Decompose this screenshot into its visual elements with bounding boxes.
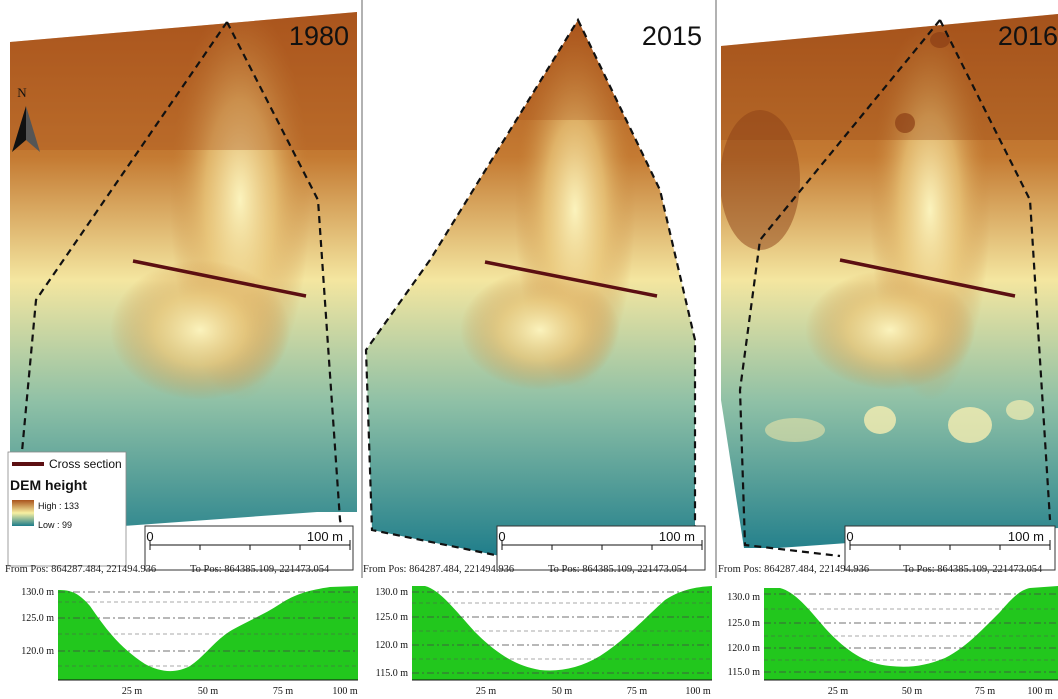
year-label-1980: 1980 bbox=[289, 21, 349, 51]
scale-bar-2015: 0 100 m bbox=[496, 525, 706, 571]
boundary-dashed bbox=[10, 21, 228, 561]
x-tick: 50 m bbox=[198, 686, 219, 697]
legend-color-ramp bbox=[12, 500, 34, 526]
scale-end: 100 m bbox=[307, 529, 343, 544]
x-tick: 50 m bbox=[552, 686, 573, 697]
x-tick: 100 m bbox=[685, 686, 711, 697]
from-position-2016: From Pos: 864287.484, 221494.936 bbox=[718, 564, 869, 575]
from-position-1980: From Pos: 864287.484, 221494.936 bbox=[5, 564, 156, 575]
x-tick: 75 m bbox=[975, 686, 996, 697]
north-label: N bbox=[17, 85, 27, 100]
legend-high: High : 133 bbox=[38, 501, 79, 511]
scale-bar-1980: 0 100 m bbox=[144, 525, 354, 571]
to-position-2016: To Pos: 864385.109, 221473.054 bbox=[903, 564, 1043, 575]
y-tick: 115.0 m bbox=[376, 668, 409, 679]
x-tick: 25 m bbox=[828, 686, 849, 697]
y-tick: 120.0 m bbox=[375, 640, 408, 651]
legend: Cross section DEM height High : 133 Low … bbox=[7, 451, 127, 567]
elevation-profile-1980: 130.0 m 125.0 m 120.0 m 25 m 50 m 75 m 1… bbox=[21, 584, 358, 697]
boundary-dashed bbox=[738, 19, 941, 558]
cross-section-line bbox=[132, 259, 307, 298]
scale-end: 100 m bbox=[659, 529, 695, 544]
x-tick: 100 m bbox=[332, 686, 358, 697]
y-tick: 125.0 m bbox=[21, 613, 54, 624]
y-tick: 130.0 m bbox=[21, 587, 54, 598]
scale-bar-2016: 0 100 m bbox=[844, 525, 1056, 571]
elevation-profile-2016: 130.0 m 125.0 m 120.0 m 115.0 m 25 m 50 … bbox=[727, 584, 1058, 697]
boundary-dashed bbox=[939, 19, 1052, 521]
y-tick: 130.0 m bbox=[727, 592, 760, 603]
profile-area bbox=[764, 586, 1058, 680]
from-position-2015: From Pos: 864287.484, 221494.936 bbox=[363, 564, 514, 575]
to-position-1980: To Pos: 864385.109, 221473.054 bbox=[190, 564, 330, 575]
y-tick: 130.0 m bbox=[375, 587, 408, 598]
scale-start: 0 bbox=[846, 529, 853, 544]
cross-section-line bbox=[839, 258, 1016, 298]
map-panel-2016: 2016 0 100 m bbox=[721, 14, 1058, 571]
x-tick: 25 m bbox=[476, 686, 497, 697]
scale-start: 0 bbox=[146, 529, 153, 544]
north-arrow-icon: N bbox=[12, 85, 40, 152]
x-tick: 75 m bbox=[273, 686, 294, 697]
map-panel-1980: 1980 N 0 100 m bbox=[10, 12, 357, 571]
cross-section-line bbox=[484, 260, 658, 298]
x-tick: 75 m bbox=[627, 686, 648, 697]
legend-low: Low : 99 bbox=[38, 520, 72, 530]
elevation-profile-2015: 130.0 m 125.0 m 120.0 m 115.0 m 25 m 50 … bbox=[375, 584, 712, 697]
to-position-2015: To Pos: 864385.109, 221473.054 bbox=[548, 564, 688, 575]
y-tick: 120.0 m bbox=[21, 646, 54, 657]
y-tick: 125.0 m bbox=[727, 618, 760, 629]
y-tick: 115.0 m bbox=[728, 667, 761, 678]
profile-area bbox=[412, 586, 712, 680]
year-label-2016: 2016 bbox=[998, 21, 1058, 51]
map-panel-2015: 2015 0 100 m bbox=[364, 17, 706, 571]
scale-start: 0 bbox=[498, 529, 505, 544]
year-label-2015: 2015 bbox=[642, 21, 702, 51]
y-tick: 125.0 m bbox=[375, 612, 408, 623]
legend-cross-section-label: Cross section bbox=[49, 457, 122, 471]
x-tick: 100 m bbox=[1027, 686, 1053, 697]
profile-area bbox=[58, 586, 358, 680]
y-tick: 120.0 m bbox=[727, 643, 760, 654]
legend-title: DEM height bbox=[10, 477, 87, 493]
scale-end: 100 m bbox=[1008, 529, 1044, 544]
x-tick: 50 m bbox=[902, 686, 923, 697]
x-tick: 25 m bbox=[122, 686, 143, 697]
